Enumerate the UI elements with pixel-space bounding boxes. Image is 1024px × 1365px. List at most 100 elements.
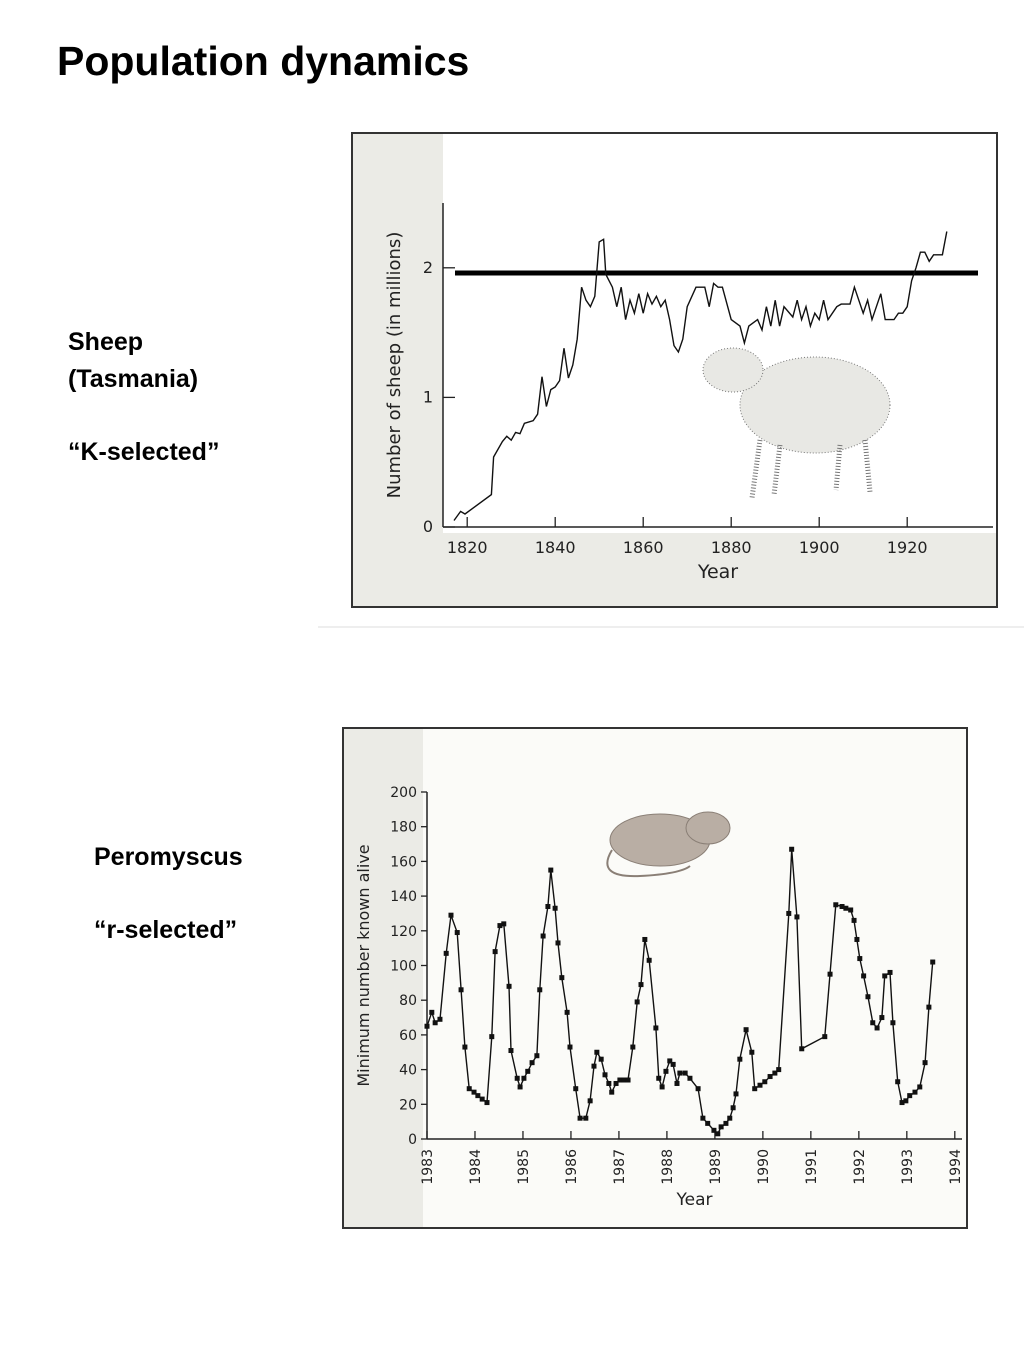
data-point xyxy=(776,1067,782,1073)
data-point xyxy=(537,987,543,993)
data-point xyxy=(827,971,833,977)
data-point xyxy=(762,1079,768,1085)
data-point xyxy=(682,1070,688,1076)
frame-band xyxy=(353,134,443,606)
data-point xyxy=(656,1075,662,1081)
x-tick-label: 1983 xyxy=(420,1149,436,1185)
data-point xyxy=(497,923,503,929)
data-line xyxy=(453,231,948,521)
figure-frame xyxy=(342,727,968,1229)
data-point xyxy=(895,1079,901,1085)
data-point xyxy=(752,1086,758,1092)
data-point xyxy=(922,1060,928,1066)
data-point xyxy=(917,1084,923,1090)
x-tick-label: 1989 xyxy=(708,1149,724,1185)
data-point xyxy=(789,846,795,852)
data-point xyxy=(514,1075,520,1081)
data-point xyxy=(508,1048,514,1054)
data-point xyxy=(653,1025,659,1031)
data-point xyxy=(687,1075,693,1081)
x-tick-label: 1988 xyxy=(660,1149,676,1185)
y-tick-label: 160 xyxy=(390,854,417,870)
panel-label: Sheep (Tasmania) “K-selected” xyxy=(68,324,219,471)
data-point xyxy=(737,1056,743,1062)
y-tick-label: 120 xyxy=(390,924,417,940)
y-tick-label: 2 xyxy=(423,258,433,277)
data-point xyxy=(899,1100,905,1106)
data-point xyxy=(903,1098,909,1104)
x-tick-label: 1840 xyxy=(535,538,576,557)
panel-label: Peromyscus “r-selected” xyxy=(94,839,243,949)
y-tick-label: 40 xyxy=(399,1063,417,1079)
data-point xyxy=(772,1070,778,1076)
data-point xyxy=(492,949,498,955)
data-point xyxy=(443,950,449,956)
label-line: Peromyscus xyxy=(94,843,243,871)
data-point xyxy=(727,1115,733,1121)
data-point xyxy=(466,1086,472,1092)
data-point xyxy=(642,936,648,942)
data-point xyxy=(529,1060,535,1066)
x-tick-label: 1993 xyxy=(900,1149,916,1185)
data-point xyxy=(857,956,863,962)
data-point xyxy=(749,1049,755,1055)
data-point xyxy=(799,1046,805,1052)
data-point xyxy=(506,983,512,989)
data-point xyxy=(630,1044,636,1050)
data-point xyxy=(521,1075,527,1081)
data-point xyxy=(448,912,454,918)
y-tick-label: 100 xyxy=(390,959,417,975)
x-tick-label: 1992 xyxy=(852,1149,868,1185)
data-point xyxy=(851,917,857,923)
data-point xyxy=(926,1004,932,1010)
y-axis-label: Minimum number known alive xyxy=(354,844,373,1086)
selection-note: “K-selected” xyxy=(68,438,220,466)
x-tick-label: 1860 xyxy=(623,538,664,557)
data-point xyxy=(705,1120,711,1126)
y-tick-label: 0 xyxy=(423,517,433,536)
data-point xyxy=(887,969,893,975)
x-tick-label: 1986 xyxy=(564,1149,580,1185)
data-point xyxy=(912,1089,918,1095)
data-point xyxy=(718,1124,724,1130)
data-point xyxy=(822,1034,828,1040)
data-point xyxy=(613,1080,619,1086)
x-tick-label: 1994 xyxy=(948,1149,964,1185)
data-point xyxy=(854,936,860,942)
data-point xyxy=(484,1100,490,1106)
data-point xyxy=(602,1072,608,1078)
x-axis-label: Year xyxy=(676,1190,713,1210)
data-point xyxy=(865,994,871,1000)
data-point xyxy=(723,1120,729,1126)
data-point xyxy=(874,1025,880,1031)
data-point xyxy=(882,973,888,979)
data-point xyxy=(711,1127,717,1133)
data-point xyxy=(534,1053,540,1059)
data-point xyxy=(621,1077,627,1083)
slide-title: Population dynamics xyxy=(57,38,470,84)
x-tick-label: 1985 xyxy=(516,1149,532,1185)
data-point xyxy=(552,905,558,911)
data-point xyxy=(843,905,849,911)
data-point xyxy=(548,867,554,873)
selection-note: “r-selected” xyxy=(94,916,238,944)
data-point xyxy=(489,1034,495,1040)
data-point xyxy=(609,1089,615,1095)
y-tick-label: 200 xyxy=(390,785,417,801)
data-point xyxy=(670,1061,676,1067)
x-tick-label: 1990 xyxy=(756,1149,772,1185)
figure-frame xyxy=(351,132,998,608)
x-tick-label: 1991 xyxy=(804,1149,820,1185)
data-point xyxy=(839,904,845,910)
data-point xyxy=(587,1098,593,1104)
data-point xyxy=(559,975,565,981)
sheep-illustration xyxy=(702,347,891,499)
data-point xyxy=(594,1049,600,1055)
data-point xyxy=(848,907,854,913)
x-tick-label: 1987 xyxy=(612,1149,628,1185)
x-axis-label: Year xyxy=(697,561,738,583)
data-point xyxy=(598,1056,604,1062)
data-point xyxy=(555,940,561,946)
data-point xyxy=(567,1044,573,1050)
